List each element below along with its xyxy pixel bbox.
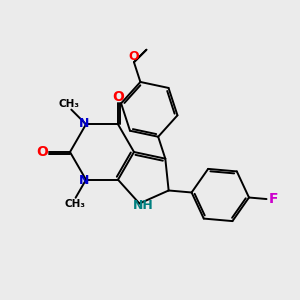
Text: F: F [269,192,278,206]
Text: O: O [112,91,124,104]
Text: CH₃: CH₃ [59,99,80,109]
Text: N: N [79,117,89,130]
Text: CH₃: CH₃ [64,199,85,209]
Text: O: O [129,50,139,63]
Text: N: N [79,174,89,187]
Text: O: O [36,145,48,159]
Text: NH: NH [133,199,154,212]
